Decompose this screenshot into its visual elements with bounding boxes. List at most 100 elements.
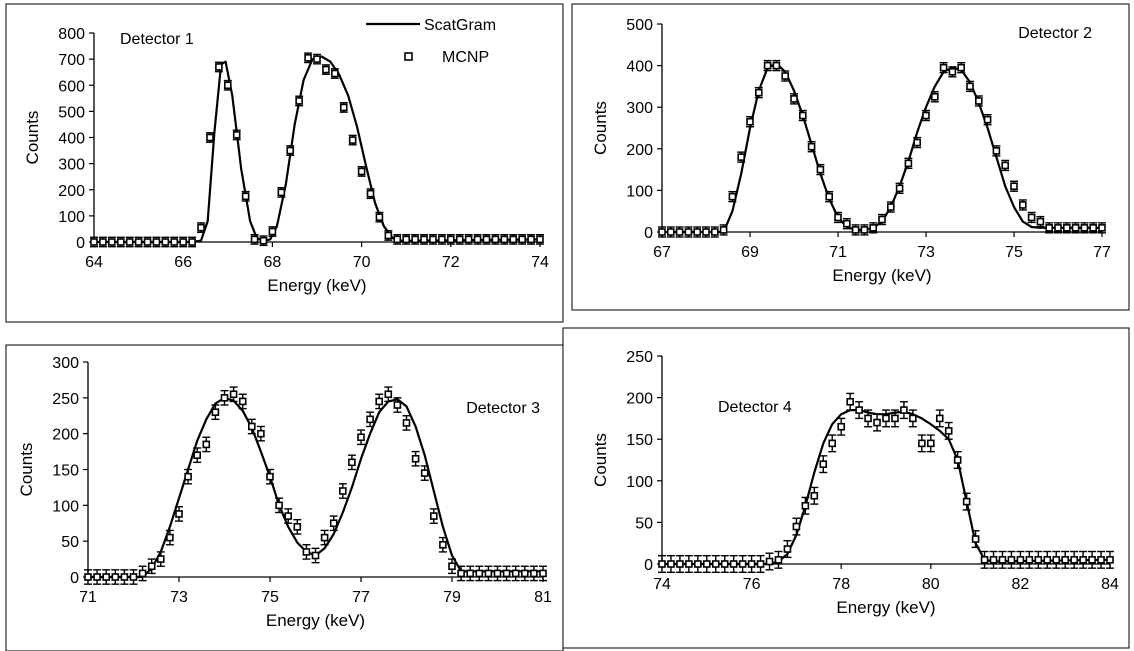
mcnp-point: [311, 547, 320, 564]
mcnp-point: [1010, 180, 1018, 192]
mcnp-marker: [1043, 556, 1052, 564]
mcnp-point: [935, 409, 944, 428]
mcnp-marker: [980, 556, 989, 564]
mcnp-marker: [819, 460, 828, 468]
mcnp-point: [1106, 550, 1114, 569]
mcnp-point: [746, 116, 754, 128]
mcnp-point: [944, 421, 953, 440]
mcnp-point: [1018, 199, 1027, 211]
mcnp-point: [720, 554, 729, 574]
mcnp-point: [728, 190, 737, 203]
y-tick-label: 200: [52, 427, 79, 444]
mcnp-point: [819, 455, 828, 474]
mcnp-point: [475, 565, 484, 582]
mcnp-point: [304, 52, 313, 64]
mcnp-marker: [878, 215, 886, 224]
x-tick-label: 72: [442, 254, 460, 271]
legend: ScatGram MCNP: [366, 17, 496, 66]
mcnp-marker: [518, 235, 526, 244]
mcnp-point: [1025, 550, 1034, 569]
mcnp-point: [143, 236, 152, 248]
mcnp-point: [828, 434, 837, 453]
mcnp-point: [1016, 550, 1025, 569]
mcnp-marker: [411, 454, 420, 463]
mcnp-marker: [685, 560, 693, 568]
mcnp-marker: [357, 167, 366, 176]
mcnp-point: [509, 233, 518, 245]
y-tick-label: 250: [626, 349, 653, 366]
mcnp-marker: [930, 93, 939, 101]
mcnp-marker: [93, 573, 101, 581]
mcnp-marker: [1070, 556, 1078, 564]
mcnp-point: [710, 226, 719, 238]
mcnp-point: [765, 552, 774, 571]
mcnp-marker: [116, 238, 125, 246]
mcnp-point: [223, 79, 232, 91]
mcnp-marker: [966, 82, 974, 91]
mcnp-point: [860, 224, 869, 236]
mcnp-marker: [1088, 556, 1096, 564]
mcnp-point: [161, 236, 170, 248]
mcnp-marker: [466, 569, 475, 578]
mcnp-marker: [248, 422, 256, 431]
mcnp-point: [275, 497, 284, 514]
mcnp-point: [882, 409, 890, 428]
mcnp-marker: [293, 523, 302, 531]
mcnp-point: [197, 222, 206, 234]
legend-label-mcnp: MCNP: [442, 49, 489, 66]
mcnp-point: [998, 550, 1007, 569]
mcnp-point: [1045, 222, 1054, 234]
mcnp-point: [90, 236, 98, 248]
mcnp-marker: [99, 238, 107, 246]
mcnp-marker: [825, 192, 834, 201]
mcnp-point: [205, 132, 214, 143]
mcnp-marker: [120, 573, 129, 581]
mcnp-marker: [774, 556, 783, 564]
mcnp-marker: [1016, 556, 1025, 564]
mcnp-point: [295, 95, 304, 107]
mcnp-marker: [500, 235, 509, 244]
mcnp-marker: [729, 560, 738, 568]
mcnp-point: [926, 434, 935, 453]
mcnp-point: [1062, 222, 1071, 234]
x-tick-label: 78: [832, 576, 850, 593]
mcnp-point: [763, 59, 772, 72]
mcnp-point: [138, 565, 147, 582]
mcnp-marker: [304, 54, 312, 62]
mcnp-marker: [1097, 556, 1105, 564]
mcnp-marker: [1018, 201, 1027, 209]
mcnp-marker: [807, 142, 816, 151]
mcnp-marker: [918, 439, 926, 448]
mcnp-point: [837, 417, 846, 436]
mcnp-point: [980, 550, 989, 569]
y-tick-label: 200: [626, 391, 653, 408]
mcnp-marker: [277, 188, 286, 197]
mcnp-marker: [266, 472, 274, 481]
mcnp-marker: [202, 440, 211, 449]
mcnp-marker: [909, 414, 917, 423]
mcnp-marker: [801, 501, 810, 510]
mcnp-point: [420, 465, 429, 481]
mcnp-point: [536, 233, 544, 245]
mcnp-marker: [684, 228, 693, 236]
mcnp-marker: [530, 569, 538, 578]
mcnp-marker: [179, 238, 187, 246]
mcnp-marker: [429, 512, 438, 520]
mcnp-point: [241, 190, 250, 202]
mcnp-marker: [1025, 556, 1034, 564]
mcnp-marker: [420, 235, 428, 244]
x-axis-title: Energy (keV): [267, 276, 366, 295]
mcnp-point: [842, 217, 851, 230]
mcnp-marker: [1098, 224, 1106, 232]
x-tick-label: 82: [1012, 576, 1030, 593]
mcnp-marker: [675, 228, 684, 236]
mcnp-point: [890, 409, 899, 428]
mcnp-point: [684, 226, 693, 238]
mcnp-point: [719, 224, 728, 236]
mcnp-marker: [792, 522, 801, 531]
mcnp-point: [329, 515, 338, 532]
mcnp-point: [482, 233, 491, 245]
mcnp-point: [93, 569, 102, 585]
mcnp-point: [277, 186, 286, 198]
y-tick-label: 50: [61, 534, 79, 551]
